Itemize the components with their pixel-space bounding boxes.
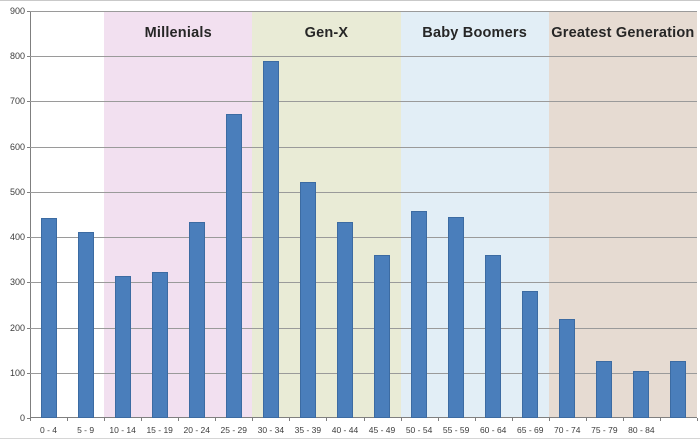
y-axis-label: 300 bbox=[9, 277, 25, 288]
bar bbox=[596, 360, 613, 418]
x-axis-label: 20 - 24 bbox=[183, 425, 210, 435]
gridline bbox=[30, 146, 697, 148]
x-axis-label: 15 - 19 bbox=[146, 425, 173, 435]
gridline bbox=[30, 11, 697, 12]
y-tick bbox=[27, 101, 30, 103]
bar bbox=[188, 221, 205, 418]
y-tick bbox=[27, 237, 30, 239]
bar bbox=[299, 182, 316, 418]
x-tick bbox=[289, 418, 291, 421]
bar bbox=[114, 276, 131, 418]
gridline bbox=[30, 101, 697, 103]
x-axis-label: 75 - 79 bbox=[591, 425, 618, 435]
x-tick bbox=[622, 418, 624, 421]
x-tick bbox=[141, 418, 143, 421]
x-axis-label: 25 - 29 bbox=[220, 425, 248, 435]
x-tick bbox=[548, 418, 550, 421]
x-axis-label: 65 - 69 bbox=[517, 425, 544, 435]
x-tick bbox=[659, 418, 661, 421]
x-axis-label: 80 - 84 bbox=[628, 425, 655, 435]
gridline bbox=[30, 237, 697, 239]
bar bbox=[559, 318, 576, 418]
y-tick bbox=[27, 418, 30, 419]
band-title: Baby Boomers bbox=[422, 25, 528, 41]
band-title: Millenials bbox=[144, 25, 212, 41]
x-axis-label: 35 - 39 bbox=[294, 425, 322, 435]
y-tick bbox=[27, 56, 30, 58]
bar bbox=[633, 370, 650, 418]
y-axis-label: 0 bbox=[19, 413, 25, 423]
x-tick bbox=[585, 418, 587, 421]
y-axis-label: 200 bbox=[9, 322, 25, 333]
band-title: Gen-X bbox=[304, 25, 349, 41]
x-tick bbox=[511, 418, 513, 421]
y-tick bbox=[27, 191, 30, 193]
bar bbox=[40, 217, 57, 418]
bar bbox=[225, 114, 242, 418]
x-tick bbox=[437, 418, 439, 421]
y-axis-label: 100 bbox=[9, 367, 25, 378]
bar bbox=[262, 60, 279, 418]
y-tick bbox=[27, 327, 30, 329]
y-axis-label: 400 bbox=[9, 232, 25, 243]
y-axis-label: 800 bbox=[9, 51, 25, 62]
x-axis-label: 5 - 9 bbox=[77, 425, 95, 435]
x-axis-label: 45 - 49 bbox=[368, 425, 396, 435]
bar bbox=[151, 272, 168, 418]
x-tick bbox=[697, 418, 698, 421]
y-tick bbox=[27, 146, 30, 148]
gridline bbox=[30, 191, 697, 193]
bar bbox=[336, 221, 353, 418]
band-title: Greatest Generation bbox=[551, 25, 695, 41]
bar bbox=[448, 217, 465, 418]
x-tick bbox=[30, 418, 31, 421]
x-axis-label: 60 - 64 bbox=[479, 425, 507, 435]
x-axis-label: 0 - 4 bbox=[40, 425, 58, 435]
bar bbox=[670, 360, 687, 418]
y-axis-label: 500 bbox=[9, 186, 25, 197]
gridline bbox=[30, 327, 697, 329]
gridline bbox=[30, 56, 697, 58]
x-axis-label: 30 - 34 bbox=[257, 425, 285, 435]
x-tick bbox=[104, 418, 106, 421]
x-axis-label: 40 - 44 bbox=[331, 425, 359, 435]
y-axis-label: 900 bbox=[9, 6, 25, 16]
x-axis-line bbox=[30, 417, 697, 418]
x-tick bbox=[252, 418, 254, 421]
bar bbox=[411, 210, 428, 418]
bar bbox=[485, 254, 502, 418]
x-tick bbox=[326, 418, 328, 421]
x-axis-label: 55 - 59 bbox=[442, 425, 470, 435]
plot-area: Millenials Gen-X Baby Boomers Greatest Gene… bbox=[10, 6, 698, 435]
x-axis-label: 70 - 74 bbox=[554, 425, 581, 435]
y-axis-label: 700 bbox=[9, 96, 25, 107]
x-tick bbox=[400, 418, 402, 421]
gridline bbox=[30, 282, 697, 284]
y-axis-label: 600 bbox=[9, 141, 25, 152]
x-tick bbox=[67, 418, 69, 421]
x-axis-label: 10 - 14 bbox=[109, 425, 136, 435]
gridline bbox=[30, 372, 697, 374]
bar bbox=[77, 231, 94, 418]
x-axis-label: 50 - 54 bbox=[405, 425, 433, 435]
x-tick bbox=[474, 418, 476, 421]
x-tick bbox=[178, 418, 180, 421]
y-axis-line bbox=[30, 11, 31, 418]
x-tick bbox=[363, 418, 365, 421]
bar bbox=[374, 254, 391, 418]
y-tick bbox=[27, 11, 30, 12]
y-tick bbox=[27, 372, 30, 374]
y-tick bbox=[27, 282, 30, 284]
x-tick bbox=[215, 418, 217, 421]
bar bbox=[522, 291, 539, 418]
